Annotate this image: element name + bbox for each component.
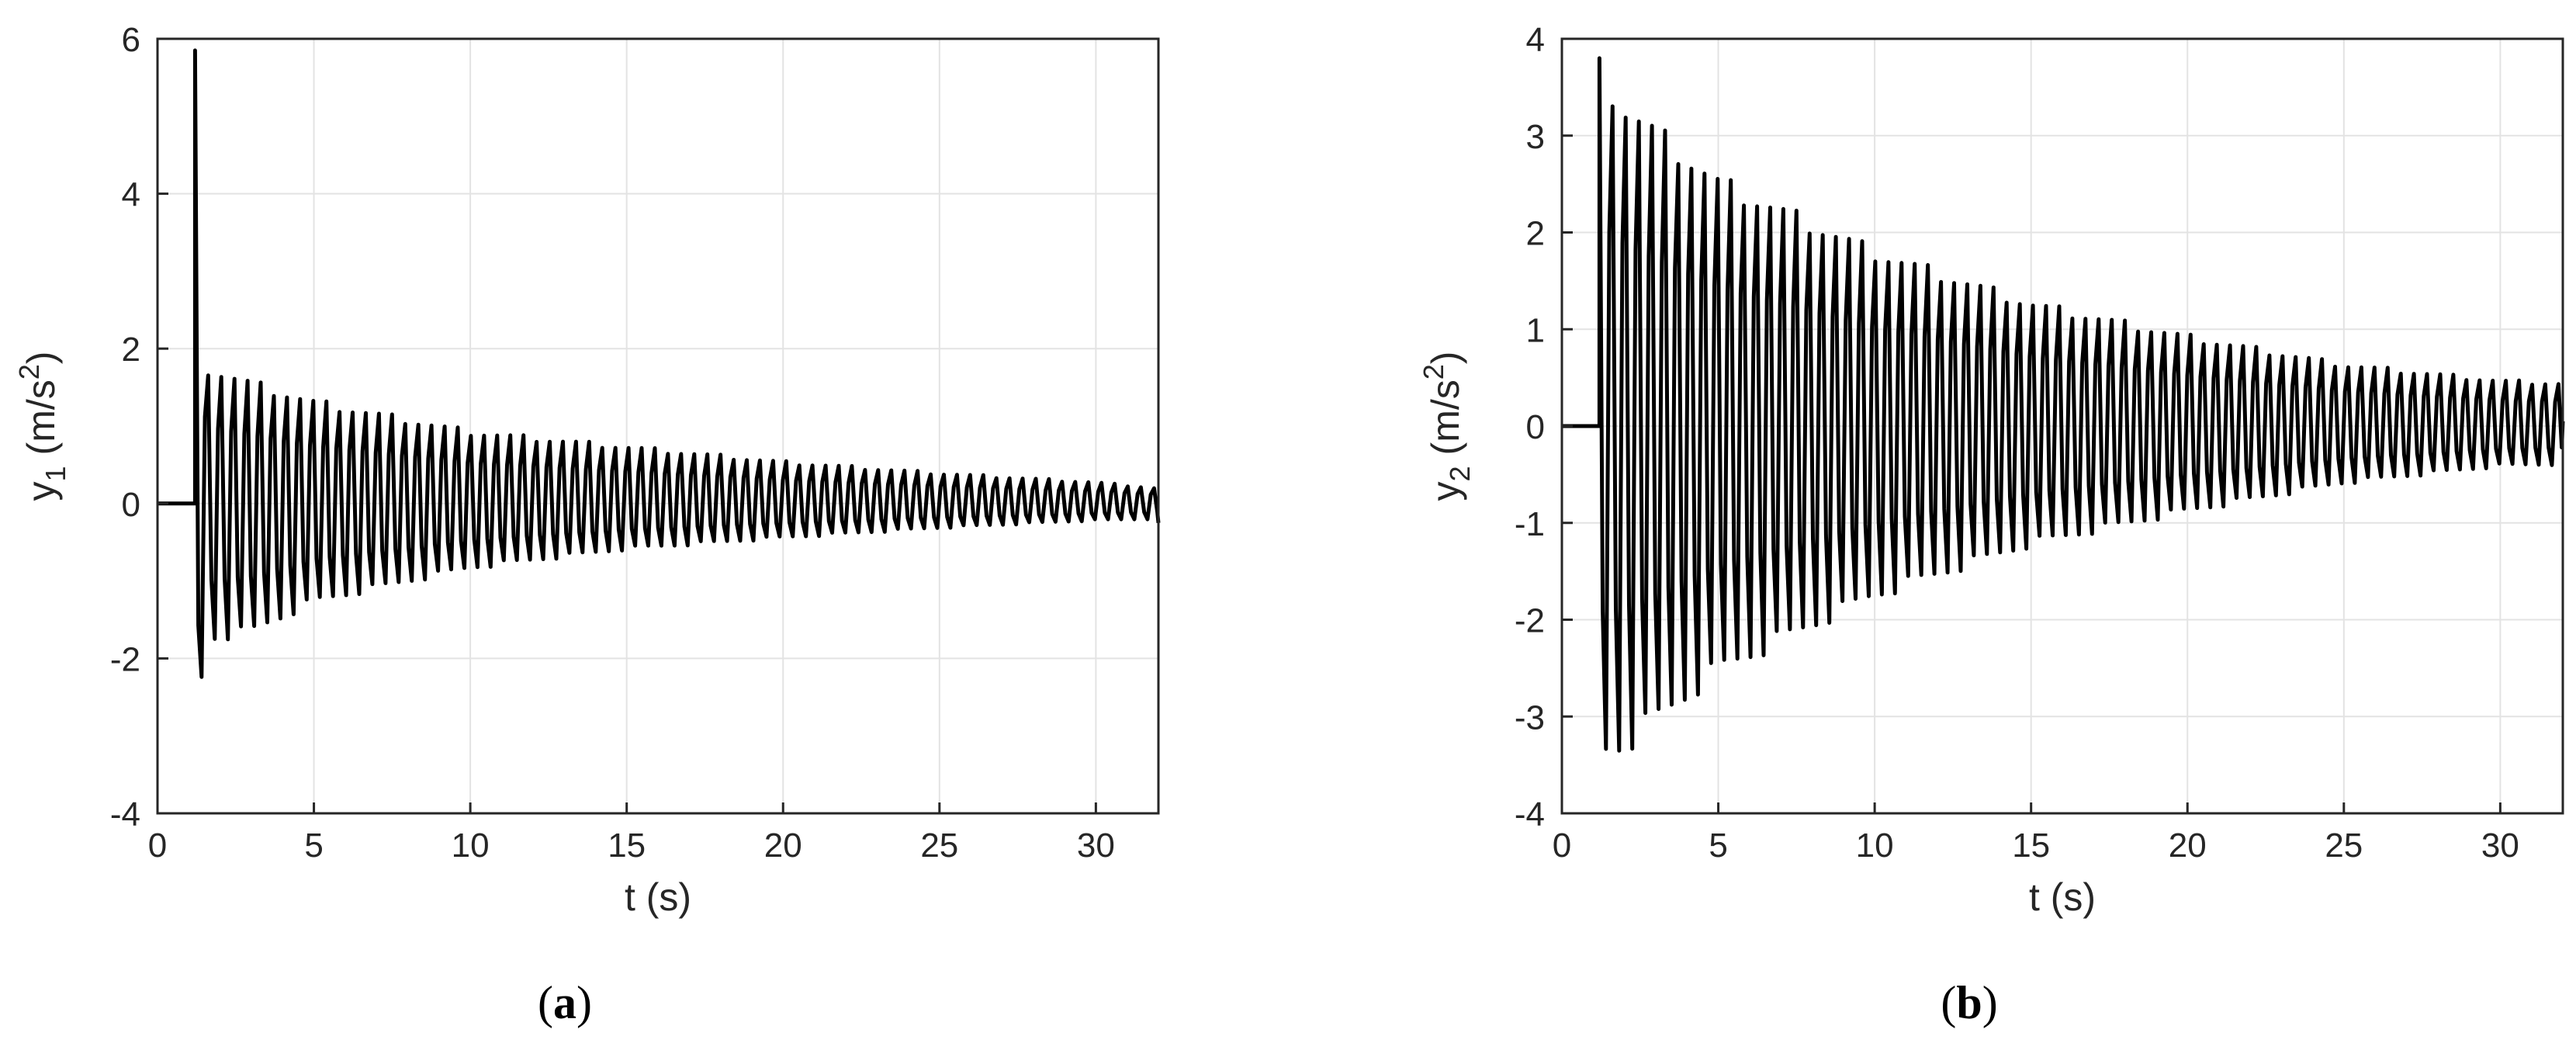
y-tick-label: 6 bbox=[122, 21, 140, 59]
y-axis-subscript: 1 bbox=[40, 466, 71, 481]
y-tick-label: 1 bbox=[1526, 311, 1545, 349]
x-tick-label: 10 bbox=[1856, 827, 1894, 865]
signal-trace-y1 bbox=[158, 48, 1161, 679]
y-axis-unit-close: ) bbox=[1424, 352, 1467, 365]
y-axis-unit-close: ) bbox=[19, 352, 63, 365]
x-axis-label: t (s) bbox=[2029, 875, 2096, 919]
panel-label-a: (a) bbox=[538, 977, 592, 1028]
x-tick-label: 5 bbox=[1709, 827, 1727, 865]
y-tick-label: 3 bbox=[1526, 118, 1545, 156]
x-tick-label: 20 bbox=[764, 827, 802, 865]
y-tick-label: -2 bbox=[1515, 602, 1545, 640]
x-tick-label: 15 bbox=[608, 827, 646, 865]
y-axis-superscript: 2 bbox=[1418, 364, 1449, 380]
x-axis-label: t (s) bbox=[625, 875, 691, 919]
x-tick-label: 20 bbox=[2169, 827, 2207, 865]
y-tick-label: 4 bbox=[122, 176, 140, 214]
x-tick-label: 25 bbox=[2325, 827, 2363, 865]
plot-frame bbox=[156, 37, 1160, 815]
grid-lines bbox=[158, 39, 1158, 813]
signal-line bbox=[1562, 56, 2565, 753]
x-tick-label: 10 bbox=[452, 827, 490, 865]
x-tick-label: 0 bbox=[148, 827, 167, 865]
x-tick-label: 30 bbox=[1077, 827, 1115, 865]
panel-label-letter: a bbox=[553, 977, 576, 1028]
y-axis-subscript: 2 bbox=[1444, 466, 1476, 481]
x-tick-label: 0 bbox=[1553, 827, 1571, 865]
x-tick-label: 5 bbox=[304, 827, 323, 865]
y-axis-unit: (m/s bbox=[1424, 380, 1467, 455]
y-axis-superscript: 2 bbox=[13, 364, 45, 380]
y-axis-var: y bbox=[19, 481, 63, 501]
y-tick-label: 2 bbox=[1526, 215, 1545, 253]
x-tick-label: 30 bbox=[2481, 827, 2519, 865]
x-tick-labels: 0 5 10 15 20 25 30 bbox=[1553, 802, 2519, 865]
y-axis-label: y2(m/s2) bbox=[1418, 352, 1476, 501]
y-tick-label: 2 bbox=[122, 331, 140, 369]
y-tick-label: 0 bbox=[122, 486, 140, 524]
panel-label-letter: b bbox=[1956, 977, 1982, 1028]
y-axis-var: y bbox=[1424, 481, 1467, 501]
x-tick-label: 15 bbox=[2012, 827, 2050, 865]
y-tick-label: -1 bbox=[1515, 505, 1545, 543]
y-tick-labels: -4 -3 -2 -1 0 1 2 3 4 bbox=[1515, 21, 1573, 834]
y-tick-label: -4 bbox=[1515, 795, 1545, 834]
y-tick-label: -2 bbox=[110, 640, 140, 678]
y-tick-labels: -4 -2 0 2 4 6 bbox=[110, 21, 168, 834]
x-tick-label: 25 bbox=[920, 827, 958, 865]
signal-line bbox=[158, 48, 1161, 679]
y-tick-label: 0 bbox=[1526, 408, 1545, 446]
panel-label-b: (b) bbox=[1941, 977, 1997, 1028]
y-tick-label: -3 bbox=[1515, 698, 1545, 736]
y-axis-label: y1 (m/s2) bbox=[13, 352, 71, 501]
y-tick-label: -4 bbox=[110, 795, 140, 834]
signal-trace-y2 bbox=[1562, 56, 2565, 753]
y-axis-unit: (m/s bbox=[19, 380, 63, 455]
y-tick-label: 4 bbox=[1526, 21, 1545, 59]
x-tick-labels: 0 5 10 15 20 25 30 bbox=[148, 802, 1115, 865]
